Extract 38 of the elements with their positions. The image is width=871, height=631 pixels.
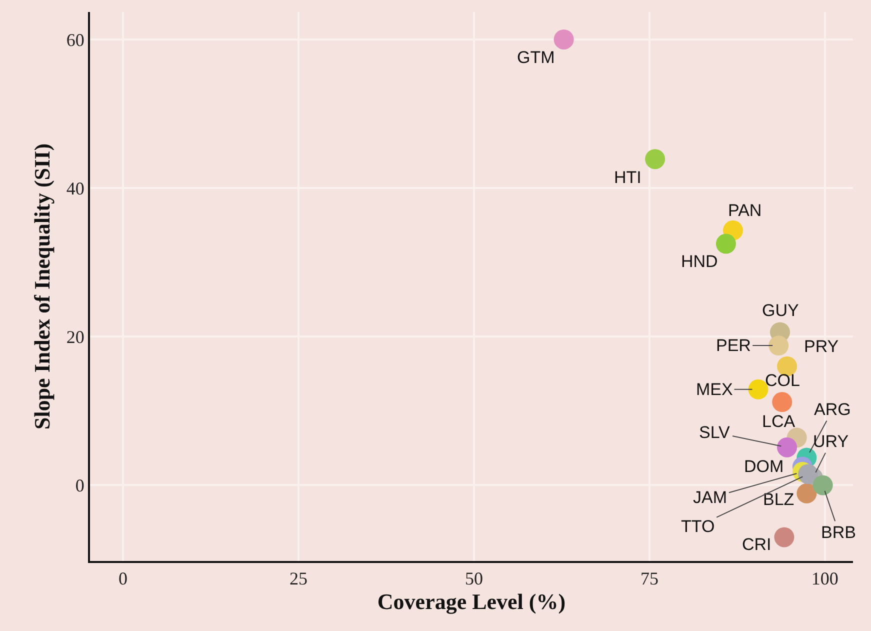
annotation: TTO bbox=[681, 517, 715, 536]
annotation: GTM bbox=[517, 48, 555, 67]
annotation: DOM bbox=[744, 457, 784, 476]
point bbox=[772, 392, 792, 412]
point bbox=[796, 483, 817, 504]
annotation: MEX bbox=[696, 380, 733, 399]
annotation: SLV bbox=[699, 423, 731, 442]
point bbox=[716, 234, 736, 254]
x-tick-label: 25 bbox=[289, 568, 308, 589]
annotation: GUY bbox=[762, 301, 799, 320]
annotation: PRY bbox=[804, 337, 839, 356]
annotation: JAM bbox=[693, 488, 727, 507]
x-tick-label: 0 bbox=[118, 568, 128, 589]
annotation: PAN bbox=[728, 201, 762, 220]
point bbox=[774, 527, 794, 548]
x-axis-title: Coverage Level (%) bbox=[377, 589, 566, 614]
annotation: HND bbox=[681, 252, 718, 271]
annotation: BRB bbox=[821, 523, 856, 542]
annotation: COL bbox=[765, 371, 800, 390]
point bbox=[645, 149, 666, 170]
y-tick-label: 60 bbox=[66, 30, 84, 50]
annotation: URY bbox=[813, 432, 849, 451]
annotation: BLZ bbox=[763, 490, 794, 509]
annotation: LCA bbox=[762, 412, 796, 431]
x-tick-label: 100 bbox=[811, 568, 838, 589]
point bbox=[768, 336, 789, 356]
x-tick-label: 75 bbox=[640, 568, 658, 589]
x-tick-label: 50 bbox=[464, 568, 483, 589]
annotation: HTI bbox=[614, 168, 642, 187]
annotation: ARG bbox=[814, 400, 851, 419]
annotation: CRI bbox=[742, 535, 772, 554]
point bbox=[554, 29, 574, 50]
y-tick-label: 20 bbox=[66, 326, 84, 347]
point bbox=[777, 437, 798, 458]
y-axis-title: Slope Index of Inequality (SII) bbox=[30, 143, 55, 430]
annotation: PER bbox=[716, 336, 751, 355]
y-tick-label: 40 bbox=[66, 178, 84, 198]
y-tick-label: 0 bbox=[75, 476, 84, 496]
